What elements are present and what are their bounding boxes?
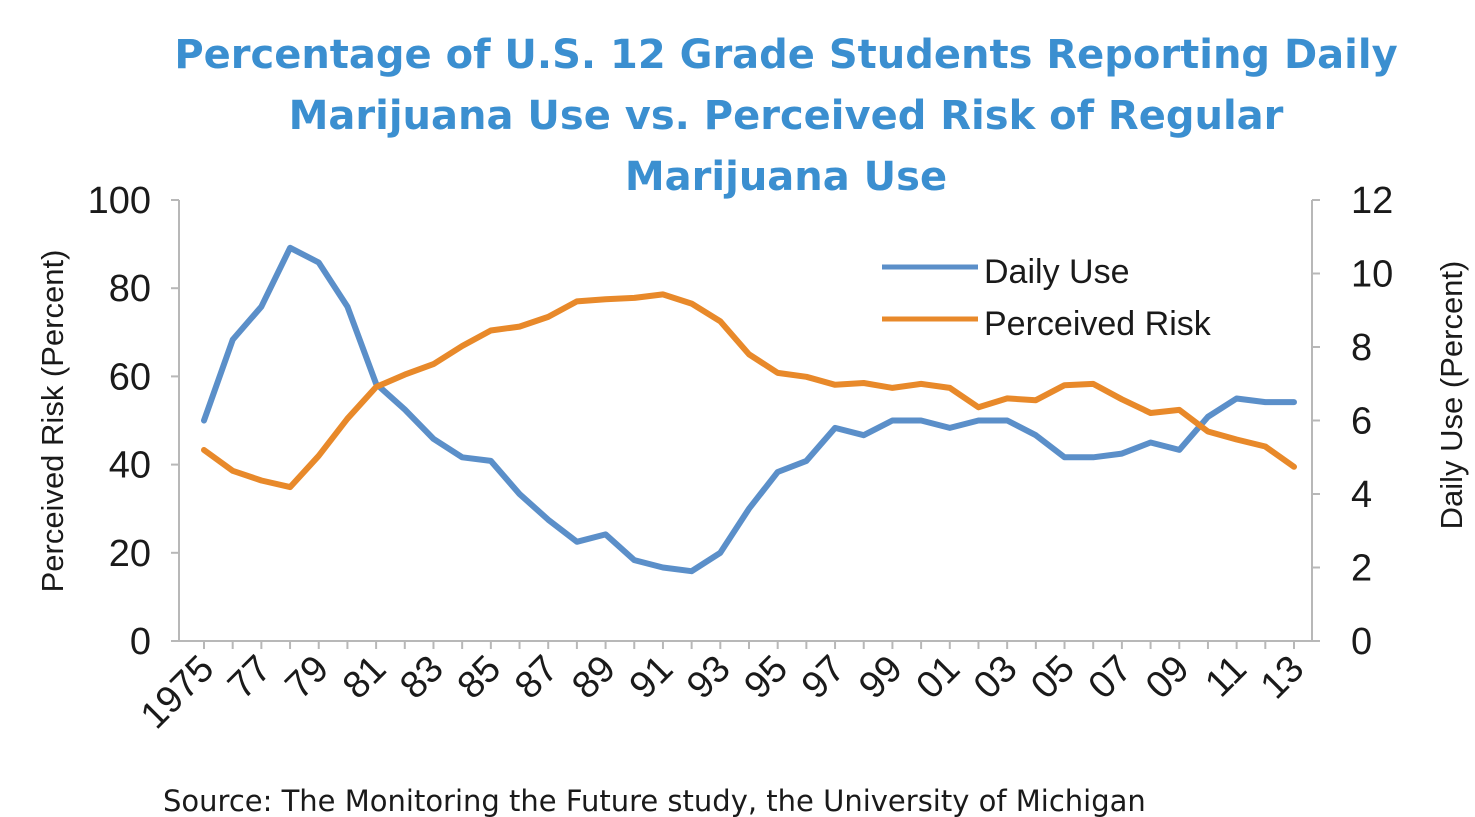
x-tick-label: 85 [450,648,510,708]
x-tick-label: 99 [851,648,911,708]
x-tick-label: 13 [1253,648,1313,708]
x-tick-label: 77 [220,648,280,708]
x-tick-label: 11 [1197,648,1255,706]
y-right-tick-label: 8 [1351,327,1372,369]
x-tick-label: 03 [966,648,1026,708]
y-left-tick-label: 40 [109,445,151,487]
y-right-axis-title: Daily Use (Percent) [1434,261,1469,530]
x-tick-label: 07 [1081,648,1141,708]
series-line-daily-use [201,244,1297,575]
y-right-tick-label: 10 [1351,254,1393,296]
x-tick-label: 97 [794,648,854,708]
y-left-axis-title: Perceived Risk (Percent) [35,250,70,593]
y-right-tick-label: 4 [1351,474,1372,516]
x-tick-label: 95 [736,648,796,708]
source-note: Source: The Monitoring the Future study,… [163,784,1146,817]
chart-title-line-1: Percentage of U.S. 12 Grade Students Rep… [174,32,1397,78]
y-left-tick-label: 20 [109,533,151,575]
legend: Daily Use Perceived Risk [882,253,1212,343]
y-right-axis-ticks: 0 2 4 6 8 10 12 [1312,180,1393,663]
x-tick-label: 91 [622,648,682,708]
series-line-perceived-risk [201,291,1297,491]
chart-title-line-2: Marijuana Use vs. Perceived Risk of Regu… [289,93,1284,139]
x-tick-label: 81 [335,648,395,708]
y-right-tick-label: 6 [1351,401,1372,443]
chart-title: Percentage of U.S. 12 Grade Students Rep… [174,32,1397,200]
legend-label-daily-use: Daily Use [984,253,1129,291]
x-tick-label: 89 [564,648,624,708]
y-left-tick-label: 60 [109,356,151,398]
y-left-tick-label: 0 [130,621,151,663]
x-tick-label: 79 [278,648,338,708]
y-right-tick-label: 2 [1351,548,1372,590]
x-tick-label: 83 [392,648,452,708]
y-left-axis-ticks: 0 20 40 60 80 100 [88,180,179,663]
y-right-tick-label: 0 [1351,621,1372,663]
x-tick-label: 05 [1023,648,1083,708]
x-tick-label: 87 [507,648,567,708]
y-right-tick-label: 12 [1351,180,1393,222]
y-left-tick-label: 80 [109,268,151,310]
x-tick-label: 09 [1138,648,1198,708]
y-left-tick-label: 100 [88,180,151,222]
x-tick-label: 93 [679,648,739,708]
legend-label-perceived-risk: Perceived Risk [984,305,1212,343]
series [201,244,1297,575]
chart-title-line-3: Marijuana Use [625,154,947,200]
x-tick-label: 01 [909,648,969,708]
